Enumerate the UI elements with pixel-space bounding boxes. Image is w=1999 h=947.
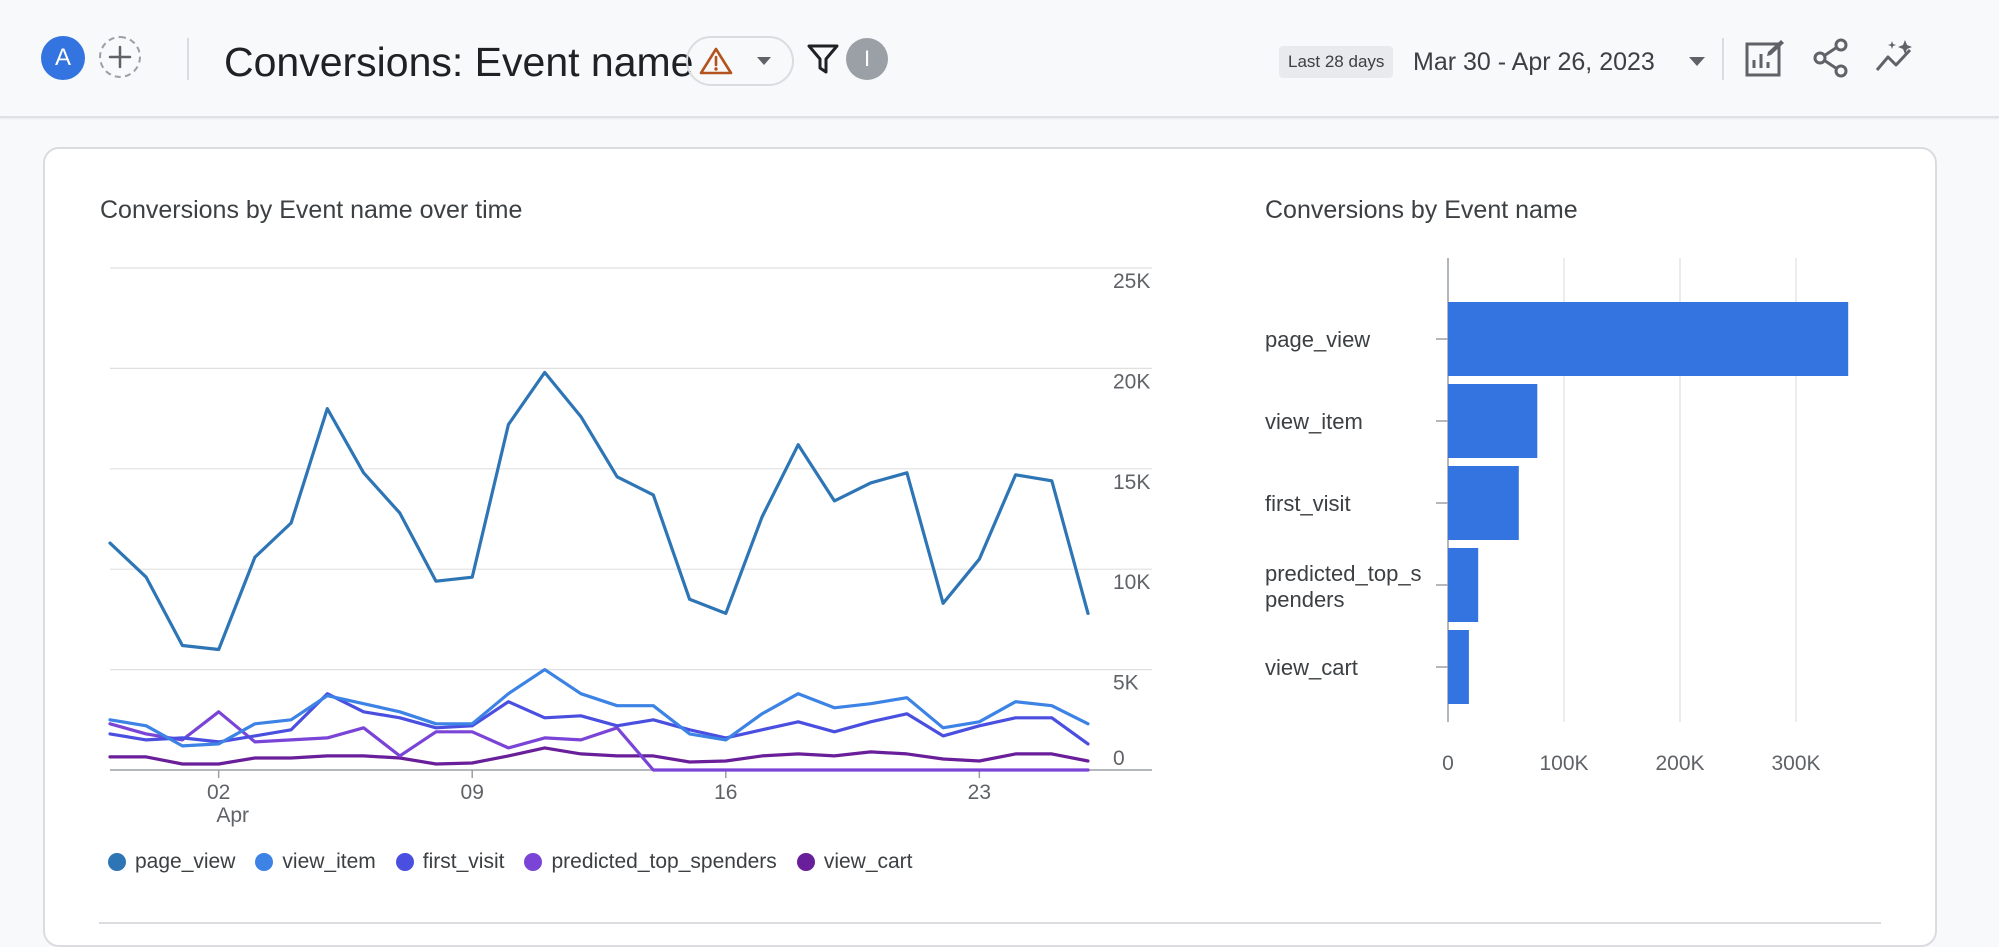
add-comparison-button[interactable] (99, 36, 141, 78)
y-tick-label: 10K (1113, 571, 1150, 594)
x-tick-label: 23 (968, 781, 991, 804)
warning-icon (699, 47, 733, 75)
legend-label: view_cart (823, 850, 913, 873)
avatar[interactable]: A (41, 36, 85, 80)
category-label: view_item (1265, 409, 1363, 434)
legend-dot (524, 853, 543, 871)
line-chart[interactable]: 25K 20K 15K 10K 5K 0 02 09 16 23 Apr (0, 0, 1999, 927)
series-line-predicted-top-spenders (108, 710, 1090, 772)
y-tick-label: 0 (1113, 747, 1125, 770)
insights-icon[interactable] (1874, 38, 1918, 78)
series-line-page-view (108, 370, 1090, 652)
x-tick-label: 100K (1539, 752, 1588, 775)
y-tick-label: 20K (1113, 370, 1150, 393)
date-range-preset[interactable]: Last 28 days (1279, 46, 1394, 78)
category-label: view_cart (1265, 655, 1358, 680)
x-tick-label: 09 (461, 781, 484, 804)
series-line-first-visit (108, 692, 1090, 746)
bar-view-cart (1448, 630, 1469, 704)
top-toolbar: A Conversions: Event name I Last 28 days… (0, 0, 1999, 118)
bar-predicted-top-spenders (1448, 548, 1479, 622)
legend-item-first-visit[interactable]: first_visit (395, 850, 505, 874)
x-tick-label: 300K (1771, 752, 1820, 775)
legend-dot (108, 853, 126, 871)
category-label: predicted_top_s penders (1265, 561, 1422, 612)
legend-label: view_item (282, 850, 376, 873)
plus-icon (108, 45, 132, 69)
filter-icon[interactable] (806, 42, 840, 76)
x-sub-label: Apr (216, 804, 249, 827)
category-label: page_view (1265, 327, 1370, 352)
customize-report-icon[interactable] (1744, 38, 1786, 78)
x-tick-label: 02 (207, 781, 230, 804)
x-tick-label: 0 (1442, 752, 1454, 775)
bar-chart-title: Conversions by Event name (1265, 196, 1578, 224)
series-line-view-cart (108, 746, 1090, 766)
page-title: Conversions: Event name (224, 39, 694, 85)
x-tick-label: 16 (714, 781, 737, 804)
line-chart-title: Conversions by Event name over time (100, 196, 523, 224)
legend-dot (796, 853, 815, 871)
x-tick-label: 200K (1655, 752, 1704, 775)
bar-page-view (1448, 302, 1849, 376)
bar-chart[interactable]: 0 100K 200K 300K page_view view_item first_vis… (0, 0, 1999, 927)
filter-count-badge[interactable]: I (846, 38, 888, 80)
category-label: first_visit (1265, 491, 1351, 516)
y-tick-label: 25K (1113, 270, 1150, 293)
legend-item-page-view[interactable]: page_view (108, 850, 235, 874)
legend-label: page_view (135, 850, 236, 873)
share-icon[interactable] (1812, 38, 1850, 78)
card-divider (99, 922, 1881, 924)
divider (1722, 38, 1724, 80)
bar-view-item (1448, 384, 1538, 458)
legend-dot (395, 853, 414, 871)
date-range-picker[interactable]: Mar 30 - Apr 26, 2023 (1413, 48, 1655, 76)
y-tick-label: 15K (1113, 471, 1150, 494)
y-tick-label: 5K (1113, 672, 1139, 695)
series-line-view-item (108, 667, 1090, 748)
report-warning-dropdown[interactable] (686, 36, 794, 86)
chevron-down-icon (757, 57, 771, 65)
legend-item-predicted-top-spenders[interactable]: predicted_top_spenders (524, 850, 777, 874)
legend-dot (255, 853, 274, 871)
divider (187, 38, 189, 80)
legend-label: predicted_top_spenders (551, 850, 777, 873)
line-chart-legend: page_view view_item first_visit predicte… (108, 850, 933, 874)
legend-item-view-cart[interactable]: view_cart (796, 850, 913, 874)
legend-label: first_visit (422, 850, 505, 873)
chevron-down-icon[interactable] (1688, 56, 1706, 67)
legend-item-view-item[interactable]: view_item (255, 850, 376, 874)
bar-first-visit (1448, 466, 1519, 540)
report-card (43, 147, 1937, 947)
